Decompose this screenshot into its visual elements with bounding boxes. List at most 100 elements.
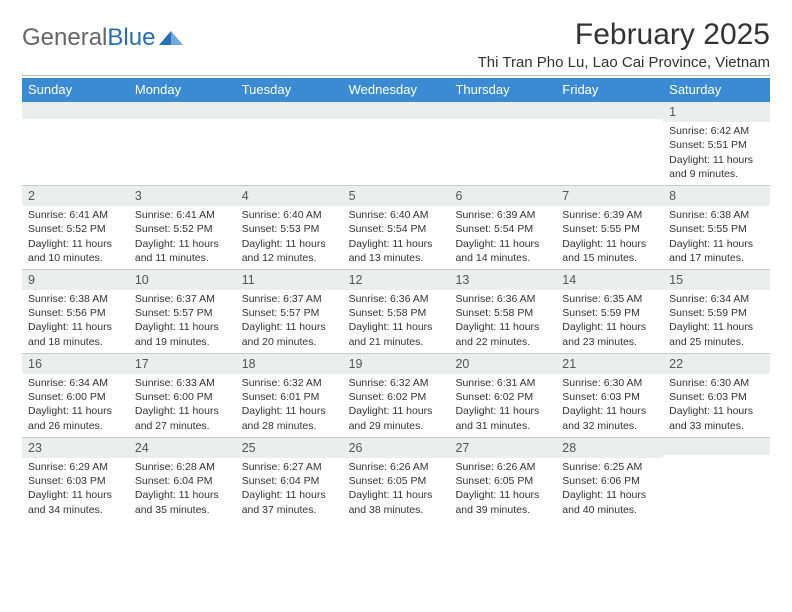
day-cell: 16Sunrise: 6:34 AMSunset: 6:00 PMDayligh… — [22, 354, 129, 437]
location-text: Thi Tran Pho Lu, Lao Cai Province, Vietn… — [478, 54, 770, 71]
sunset-text: Sunset: 6:04 PM — [242, 474, 337, 488]
sunrise-text: Sunrise: 6:32 AM — [349, 376, 444, 390]
sunset-text: Sunset: 6:03 PM — [562, 390, 657, 404]
sunrise-text: Sunrise: 6:34 AM — [28, 376, 123, 390]
day-cell: 25Sunrise: 6:27 AMSunset: 6:04 PMDayligh… — [236, 438, 343, 521]
daylight-text: Daylight: 11 hours and 34 minutes. — [28, 488, 123, 516]
day-details: Sunrise: 6:41 AMSunset: 5:52 PMDaylight:… — [129, 206, 236, 269]
day-cell: 26Sunrise: 6:26 AMSunset: 6:05 PMDayligh… — [343, 438, 450, 521]
day-number: 13 — [449, 270, 556, 290]
day-details: Sunrise: 6:40 AMSunset: 5:53 PMDaylight:… — [236, 206, 343, 269]
sunrise-text: Sunrise: 6:40 AM — [242, 208, 337, 222]
day-number: 16 — [22, 354, 129, 374]
day-details: Sunrise: 6:26 AMSunset: 6:05 PMDaylight:… — [343, 458, 450, 521]
daylight-text: Daylight: 11 hours and 23 minutes. — [562, 320, 657, 348]
weekday-label: Wednesday — [343, 78, 450, 102]
day-number: 2 — [22, 186, 129, 206]
sunrise-text: Sunrise: 6:38 AM — [28, 292, 123, 306]
sunset-text: Sunset: 5:57 PM — [135, 306, 230, 320]
sunset-text: Sunset: 6:00 PM — [135, 390, 230, 404]
sunset-text: Sunset: 6:05 PM — [349, 474, 444, 488]
day-cell — [663, 438, 770, 521]
sunset-text: Sunset: 6:02 PM — [349, 390, 444, 404]
day-details: Sunrise: 6:32 AMSunset: 6:02 PMDaylight:… — [343, 374, 450, 437]
day-details: Sunrise: 6:33 AMSunset: 6:00 PMDaylight:… — [129, 374, 236, 437]
day-number: 5 — [343, 186, 450, 206]
weekday-label: Sunday — [22, 78, 129, 102]
day-details — [343, 119, 450, 171]
day-number: 14 — [556, 270, 663, 290]
day-number: 10 — [129, 270, 236, 290]
sunset-text: Sunset: 5:56 PM — [28, 306, 123, 320]
day-details: Sunrise: 6:34 AMSunset: 6:00 PMDaylight:… — [22, 374, 129, 437]
day-number: 23 — [22, 438, 129, 458]
day-details: Sunrise: 6:37 AMSunset: 5:57 PMDaylight:… — [129, 290, 236, 353]
day-cell: 19Sunrise: 6:32 AMSunset: 6:02 PMDayligh… — [343, 354, 450, 437]
day-cell: 27Sunrise: 6:26 AMSunset: 6:05 PMDayligh… — [449, 438, 556, 521]
sunrise-text: Sunrise: 6:25 AM — [562, 460, 657, 474]
weeks-container: 1Sunrise: 6:42 AMSunset: 5:51 PMDaylight… — [22, 102, 770, 521]
day-number: 22 — [663, 354, 770, 374]
day-cell — [129, 102, 236, 185]
sunrise-text: Sunrise: 6:41 AM — [28, 208, 123, 222]
weekday-label: Thursday — [449, 78, 556, 102]
day-number: 9 — [22, 270, 129, 290]
day-cell: 22Sunrise: 6:30 AMSunset: 6:03 PMDayligh… — [663, 354, 770, 437]
sunset-text: Sunset: 5:59 PM — [562, 306, 657, 320]
day-cell: 7Sunrise: 6:39 AMSunset: 5:55 PMDaylight… — [556, 186, 663, 269]
day-number: 20 — [449, 354, 556, 374]
day-cell — [343, 102, 450, 185]
sunset-text: Sunset: 5:55 PM — [669, 222, 764, 236]
day-cell: 20Sunrise: 6:31 AMSunset: 6:02 PMDayligh… — [449, 354, 556, 437]
day-details: Sunrise: 6:42 AMSunset: 5:51 PMDaylight:… — [663, 122, 770, 185]
day-number: 3 — [129, 186, 236, 206]
sunset-text: Sunset: 6:00 PM — [28, 390, 123, 404]
day-number: 4 — [236, 186, 343, 206]
header: GeneralBlue February 2025 Thi Tran Pho L… — [22, 18, 770, 71]
daylight-text: Daylight: 11 hours and 29 minutes. — [349, 404, 444, 432]
day-number: 8 — [663, 186, 770, 206]
calendar-page: GeneralBlue February 2025 Thi Tran Pho L… — [0, 0, 792, 531]
sunrise-text: Sunrise: 6:40 AM — [349, 208, 444, 222]
daylight-text: Daylight: 11 hours and 12 minutes. — [242, 237, 337, 265]
day-cell — [556, 102, 663, 185]
day-details — [556, 119, 663, 171]
sunrise-text: Sunrise: 6:36 AM — [455, 292, 550, 306]
day-number: 27 — [449, 438, 556, 458]
sunrise-text: Sunrise: 6:26 AM — [349, 460, 444, 474]
daylight-text: Daylight: 11 hours and 21 minutes. — [349, 320, 444, 348]
daylight-text: Daylight: 11 hours and 17 minutes. — [669, 237, 764, 265]
sunrise-text: Sunrise: 6:37 AM — [135, 292, 230, 306]
weekday-header: Sunday Monday Tuesday Wednesday Thursday… — [22, 78, 770, 102]
daylight-text: Daylight: 11 hours and 35 minutes. — [135, 488, 230, 516]
day-details: Sunrise: 6:29 AMSunset: 6:03 PMDaylight:… — [22, 458, 129, 521]
day-number: 17 — [129, 354, 236, 374]
day-details — [22, 119, 129, 171]
daylight-text: Daylight: 11 hours and 22 minutes. — [455, 320, 550, 348]
sunrise-text: Sunrise: 6:30 AM — [562, 376, 657, 390]
weekday-label: Tuesday — [236, 78, 343, 102]
day-cell: 10Sunrise: 6:37 AMSunset: 5:57 PMDayligh… — [129, 270, 236, 353]
daylight-text: Daylight: 11 hours and 32 minutes. — [562, 404, 657, 432]
daylight-text: Daylight: 11 hours and 37 minutes. — [242, 488, 337, 516]
day-number — [556, 102, 663, 119]
day-details: Sunrise: 6:27 AMSunset: 6:04 PMDaylight:… — [236, 458, 343, 521]
sunrise-text: Sunrise: 6:30 AM — [669, 376, 764, 390]
day-number: 1 — [663, 102, 770, 122]
daylight-text: Daylight: 11 hours and 33 minutes. — [669, 404, 764, 432]
day-number — [343, 102, 450, 119]
day-number — [129, 102, 236, 119]
day-cell: 8Sunrise: 6:38 AMSunset: 5:55 PMDaylight… — [663, 186, 770, 269]
daylight-text: Daylight: 11 hours and 15 minutes. — [562, 237, 657, 265]
sunset-text: Sunset: 6:04 PM — [135, 474, 230, 488]
week-row: 9 Sunrise: 6:38 AMSunset: 5:56 PM Daylight… — [22, 270, 770, 354]
sunset-text: Sunset: 5:59 PM — [669, 306, 764, 320]
day-details: Sunrise: 6:28 AMSunset: 6:04 PMDaylight:… — [129, 458, 236, 521]
day-cell: 9Sunrise: 6:38 AMSunset: 5:56 PMDaylight… — [22, 270, 129, 353]
day-cell: 24Sunrise: 6:28 AMSunset: 6:04 PMDayligh… — [129, 438, 236, 521]
brand-part2: Blue — [107, 24, 155, 52]
day-cell: 14Sunrise: 6:35 AMSunset: 5:59 PMDayligh… — [556, 270, 663, 353]
sunset-text: Sunset: 5:58 PM — [349, 306, 444, 320]
day-details: Sunrise: 6:38 AMSunset: 5:55 PMDaylight:… — [663, 206, 770, 269]
day-cell: 21Sunrise: 6:30 AMSunset: 6:03 PMDayligh… — [556, 354, 663, 437]
